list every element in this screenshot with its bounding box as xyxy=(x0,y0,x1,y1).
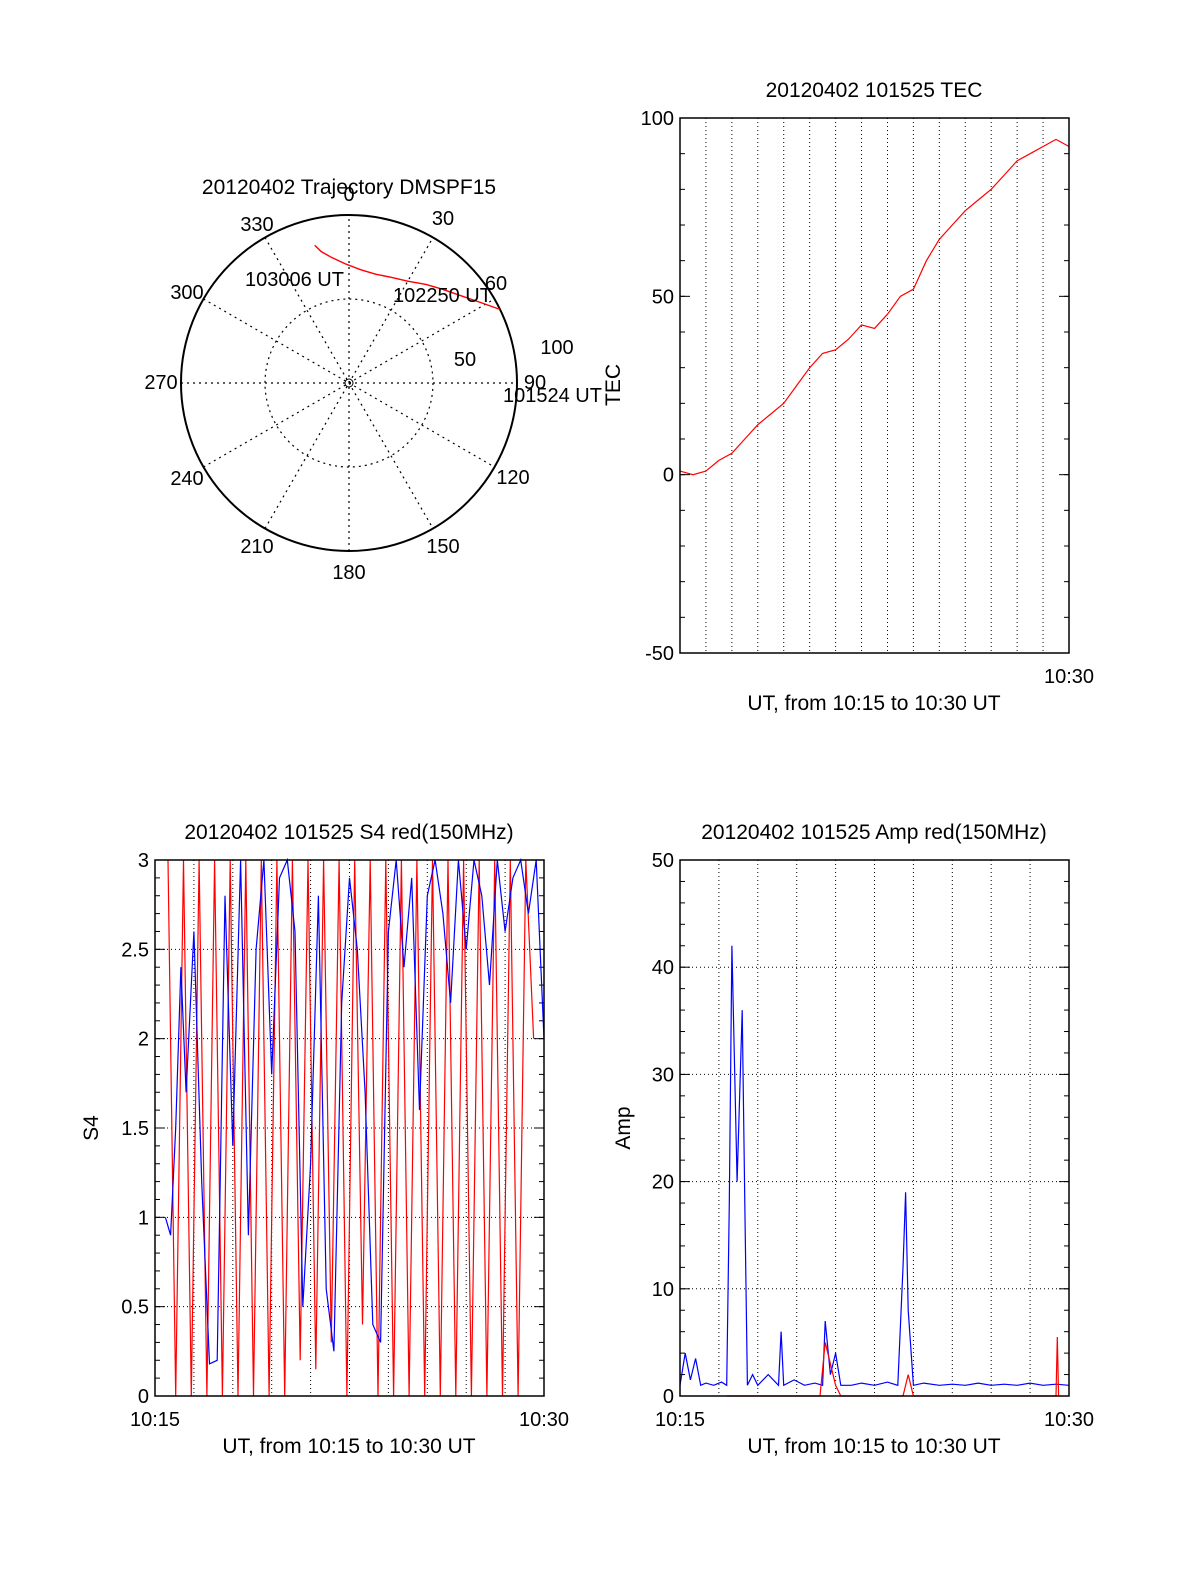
polar-angle-label: 330 xyxy=(240,214,273,236)
amp-title: 20120402 101525 Amp red(150MHz) xyxy=(701,821,1047,844)
polar-angle-label: 90 xyxy=(524,372,546,394)
start-time-label: 101524 UT xyxy=(503,385,602,407)
y-tick-label: 0 xyxy=(138,1386,149,1408)
tec-plot-area: 100 50 0 -50 10:30 xyxy=(641,108,1094,688)
polar-angle-label: 150 xyxy=(426,536,459,558)
x-tick-label: 10:30 xyxy=(519,1409,569,1431)
end-time-label: 103006 UT xyxy=(245,269,344,291)
polar-angle-label: 30 xyxy=(432,208,454,230)
tec-title: 20120402 101525 TEC xyxy=(766,79,983,102)
x-tick-label: 10:15 xyxy=(655,1409,705,1431)
tec-panel: 20120402 101525 TEC 100 50 0 -50 10:30 UT, f… xyxy=(602,79,1094,715)
s4-xlabel: UT, from 10:15 to 10:30 UT xyxy=(222,1435,475,1458)
polar-angle-label: 300 xyxy=(170,282,203,304)
plot-frame xyxy=(679,117,1070,654)
y-tick-label: 50 xyxy=(652,286,674,308)
tec-xlabel: UT, from 10:15 to 10:30 UT xyxy=(747,692,1000,715)
y-tick-label: 10 xyxy=(652,1279,674,1301)
polar-center xyxy=(344,378,354,388)
polar-angle-label: 210 xyxy=(240,536,273,558)
y-tick-label: 0 xyxy=(663,1386,674,1408)
polar-angle-label: 180 xyxy=(332,562,365,584)
y-tick-label: 1.5 xyxy=(121,1118,149,1140)
y-tick-label: 50 xyxy=(652,850,674,872)
polar-angle-label: 60 xyxy=(485,273,507,295)
mid-time-label: 102250 UT xyxy=(393,285,492,307)
plot-frame xyxy=(679,859,1070,1397)
y-tick-label: 100 xyxy=(641,108,674,130)
trajectory-title: 20120402 Trajectory DMSPF15 xyxy=(202,176,496,199)
polar-angle-label: 120 xyxy=(496,467,529,489)
s4-title: 20120402 101525 S4 red(150MHz) xyxy=(184,821,513,844)
y-tick-label: 40 xyxy=(652,957,674,979)
polar-grid: 0 30 60 90 120 150 180 210 240 270 300 330 50 100 xyxy=(144,184,573,584)
y-tick-label: 0.5 xyxy=(121,1297,149,1319)
polar-spoke xyxy=(264,237,434,529)
x-tick-label: 10:15 xyxy=(130,1409,180,1431)
s4-ylabel: S4 xyxy=(80,1115,103,1141)
x-tick-label: 10:30 xyxy=(1044,1409,1094,1431)
x-tick-label: 10:30 xyxy=(1044,666,1094,688)
y-tick-label: 1 xyxy=(138,1207,149,1229)
amp-xlabel: UT, from 10:15 to 10:30 UT xyxy=(747,1435,1000,1458)
y-tick-label: 2.5 xyxy=(121,939,149,961)
trajectory-line xyxy=(314,244,501,311)
y-tick-label: 30 xyxy=(652,1064,674,1086)
series-line-red xyxy=(726,1336,1060,1397)
series-line-red xyxy=(679,138,1070,476)
y-tick-label: 0 xyxy=(663,465,674,487)
amp-panel: 20120402 101525 Amp red(150MHz) 50 40 30 20… xyxy=(612,821,1094,1458)
polar-angle-label: 0 xyxy=(343,184,354,206)
y-tick-label: 20 xyxy=(652,1172,674,1194)
tec-ylabel: TEC xyxy=(602,364,625,406)
series-line-blue xyxy=(164,857,545,1365)
y-tick-label: 2 xyxy=(138,1029,149,1051)
amp-plot-area: 50 40 30 20 10 010:15 10:30 xyxy=(652,850,1094,1431)
trajectory-panel: 20120402 Trajectory DMSPF15 0 30 60 90 120 15… xyxy=(144,176,602,584)
series-line-blue xyxy=(679,945,1070,1387)
s4-plot-area: 3 2.5 2 1.5 1 0.5 010:15 10:30 xyxy=(121,850,569,1431)
polar-radial-label: 100 xyxy=(540,337,573,359)
trajectory-path xyxy=(314,244,501,311)
amp-ylabel: Amp xyxy=(612,1106,635,1149)
s4-panel: 20120402 101525 S4 red(150MHz) 3 2.5 2 1.5 1… xyxy=(80,821,569,1458)
polar-angle-label: 270 xyxy=(144,372,177,394)
y-tick-label: -50 xyxy=(645,643,674,665)
polar-radial-label: 50 xyxy=(454,349,476,371)
series-line-red xyxy=(167,859,535,1397)
y-tick-label: 3 xyxy=(138,850,149,872)
polar-angle-label: 240 xyxy=(170,468,203,490)
